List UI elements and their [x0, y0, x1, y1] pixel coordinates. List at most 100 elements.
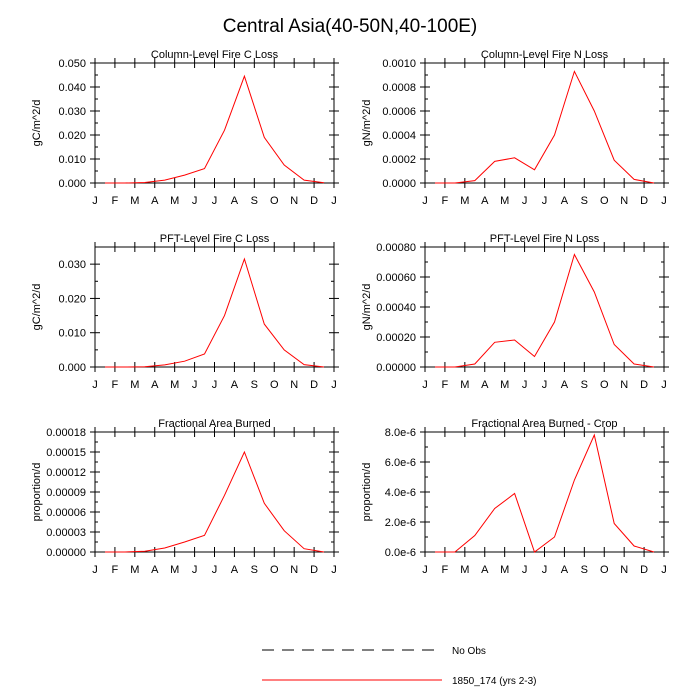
x-tick-label: J [192, 564, 198, 576]
panel-title: Column-Level Fire N Loss [481, 49, 609, 61]
legend: No Obs 1850_174 (yrs 2-3) [262, 646, 537, 687]
x-tick-label: M [130, 379, 139, 391]
panel-title: Fractional Area Burned - Crop [471, 418, 617, 430]
y-axis-label: gN/m^2/d [361, 284, 373, 331]
x-tick-label: J [661, 379, 667, 391]
x-tick-label: N [620, 379, 628, 391]
x-tick-label: M [500, 195, 509, 207]
y-tick-label: 0.010 [58, 154, 86, 166]
x-tick-label: M [460, 564, 469, 576]
x-tick-label: N [290, 195, 298, 207]
x-tick-label: M [500, 379, 509, 391]
x-tick-label: M [170, 379, 179, 391]
x-tick-label: S [581, 195, 588, 207]
x-tick-label: J [192, 379, 198, 391]
x-tick-label: F [112, 564, 119, 576]
series-line [105, 450, 325, 553]
x-tick-label: J [331, 195, 337, 207]
x-tick-label: S [251, 379, 258, 391]
x-tick-label: J [422, 564, 428, 576]
x-tick-label: F [442, 379, 449, 391]
x-tick-label: S [251, 195, 258, 207]
panel-title: PFT-Level Fire N Loss [490, 233, 600, 245]
panel-title: Column-Level Fire C Loss [151, 49, 279, 61]
series-line [435, 253, 655, 368]
x-tick-label: J [212, 195, 218, 207]
x-tick-label: J [212, 379, 218, 391]
x-tick-label: A [481, 564, 489, 576]
y-tick-label: 0.00040 [376, 302, 416, 314]
y-tick-label: 0.0006 [382, 106, 416, 118]
y-tick-label: 0.00080 [376, 242, 416, 254]
figure-title: Central Asia(40-50N,40-100E) [223, 16, 478, 37]
x-tick-label: A [481, 379, 489, 391]
series-line [435, 433, 655, 553]
x-tick-label: O [270, 564, 279, 576]
y-tick-label: 0.00000 [46, 547, 86, 559]
y-tick-label: 8.0e-6 [385, 427, 416, 439]
x-tick-label: J [661, 195, 667, 207]
x-tick-label: A [561, 379, 569, 391]
x-tick-label: J [542, 564, 548, 576]
x-tick-label: N [620, 195, 628, 207]
y-tick-label: 0.0004 [382, 130, 416, 142]
x-tick-label: D [640, 195, 648, 207]
x-tick-label: J [522, 195, 528, 207]
y-tick-label: 0.00003 [46, 527, 86, 539]
x-tick-label: M [130, 564, 139, 576]
x-tick-label: J [422, 195, 428, 207]
panel-title: PFT-Level Fire C Loss [160, 233, 270, 245]
x-tick-label: J [331, 564, 337, 576]
x-tick-label: O [270, 379, 279, 391]
y-tick-label: 0.0002 [382, 154, 416, 166]
x-tick-label: J [522, 379, 528, 391]
y-tick-label: 0.000 [58, 178, 86, 190]
y-tick-label: 0.030 [58, 106, 86, 118]
y-tick-label: 0.0010 [382, 58, 416, 70]
legend-series-label: 1850_174 (yrs 2-3) [452, 676, 537, 687]
y-tick-label: 0.020 [58, 130, 86, 142]
x-tick-label: A [481, 195, 489, 207]
x-tick-label: D [640, 379, 648, 391]
x-tick-label: O [600, 379, 609, 391]
y-tick-label: 0.040 [58, 82, 86, 94]
plot-frame [94, 246, 335, 368]
x-tick-label: F [442, 564, 449, 576]
x-tick-label: D [310, 379, 318, 391]
x-tick-label: J [542, 379, 548, 391]
plot-frame [424, 246, 665, 368]
x-tick-label: S [581, 379, 588, 391]
x-tick-label: O [270, 195, 279, 207]
x-tick-label: D [640, 564, 648, 576]
x-tick-label: D [310, 564, 318, 576]
x-tick-label: O [600, 195, 609, 207]
x-tick-label: F [112, 379, 119, 391]
y-tick-label: 2.0e-6 [385, 517, 416, 529]
x-tick-label: A [561, 564, 569, 576]
x-tick-label: J [522, 564, 528, 576]
y-tick-label: 0.00006 [46, 507, 86, 519]
x-tick-label: A [561, 195, 569, 207]
legend-no-obs-label: No Obs [452, 646, 486, 657]
x-tick-label: M [500, 564, 509, 576]
y-tick-label: 0.00015 [46, 447, 86, 459]
x-tick-label: J [192, 195, 198, 207]
panel-title: Fractional Area Burned [158, 418, 271, 430]
x-tick-label: S [581, 564, 588, 576]
y-tick-label: 0.00018 [46, 427, 86, 439]
plot-frame [424, 62, 665, 184]
y-tick-label: 0.00000 [376, 362, 416, 374]
x-tick-label: S [251, 564, 258, 576]
x-tick-label: M [170, 564, 179, 576]
x-tick-label: M [170, 195, 179, 207]
y-tick-label: 0.020 [58, 293, 86, 305]
x-tick-label: D [310, 195, 318, 207]
x-tick-label: J [542, 195, 548, 207]
y-axis-label: gN/m^2/d [361, 100, 373, 147]
